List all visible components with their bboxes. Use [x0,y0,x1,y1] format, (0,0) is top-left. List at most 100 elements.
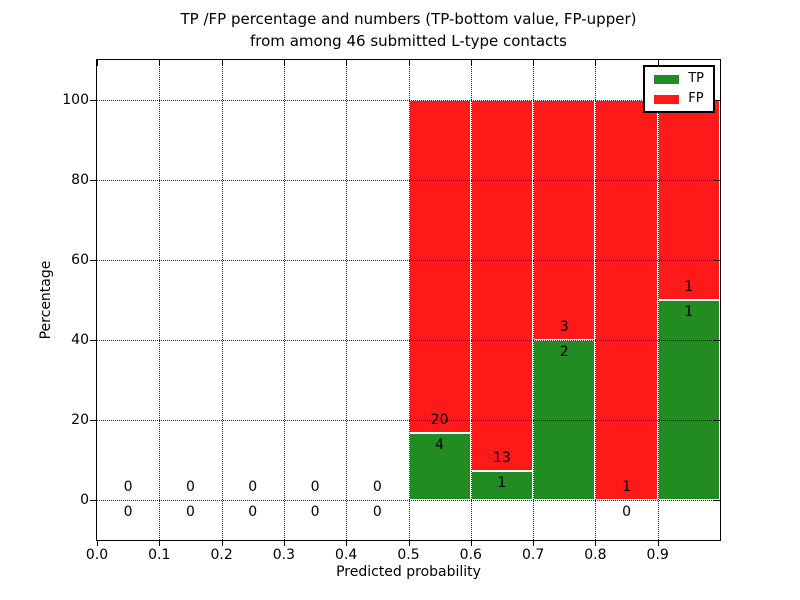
y-tick-mark-right [713,180,720,181]
bar-segment-fp [470,100,534,472]
x-tick-label: 0.6 [459,547,482,563]
y-axis-label: Percentage [38,260,54,340]
tp-legend-label: TP [688,71,704,86]
x-tick-label: 0.1 [148,547,171,563]
x-tick-mark-bottom [97,540,98,546]
grid-line-vertical [283,60,285,540]
x-tick-label: 0.0 [85,547,109,563]
fp-legend-swatch [654,94,680,104]
x-tick-mark-bottom [408,540,410,546]
fp-count-label: 0 [123,479,133,495]
legend-item-fp: FP [654,92,704,106]
fp-count-label: 13 [493,450,511,467]
y-tick-mark-left [90,260,97,261]
x-tick-mark-top [408,60,410,66]
grid-line-horizontal [97,180,720,181]
x-tick-label: 0.4 [335,547,358,563]
grid-line-horizontal [97,340,720,341]
fp-count-label: 0 [185,479,195,495]
x-tick-mark-bottom [283,540,285,546]
grid-line-horizontal [97,100,720,101]
x-tick-mark-top [159,60,161,66]
grid-line-vertical [346,60,348,540]
y-tick-mark-left [90,340,97,341]
y-tick-mark-right [713,500,720,501]
y-tick-label: 100 [62,92,89,108]
x-tick-mark-bottom [470,540,472,546]
plot-area: 0 0 0 0 0 0 0 0 0 0 20 4 13 1 3 2 1 0 1 1 0.0 0.1 0.2 0.3 0.4 0.… [62,59,721,563]
grid-line-vertical [221,60,223,540]
chart-title-line1: TP /FP percentage and numbers (TP-bottom… [180,10,637,28]
x-tick-mark-top [283,60,285,66]
y-tick-label: 60 [71,252,89,268]
x-tick-mark-top [595,60,597,66]
fp-count-label: 0 [310,479,320,495]
legend: TP FP [643,65,715,113]
x-tick-mark-top [533,60,535,66]
grid-line-horizontal [97,260,720,261]
tp-count-label: 0 [123,504,133,520]
tp-count-label: 0 [248,504,258,520]
fp-count-label: 1 [684,279,694,295]
fp-count-label: 0 [248,479,258,495]
x-axis-label: Predicted probability [336,564,481,580]
tp-count-label: 0 [310,504,320,520]
x-tick-label: 0.9 [646,547,669,563]
fp-count-label: 20 [430,412,449,429]
x-tick-mark-top [346,60,348,66]
bar-segment-tp [408,433,471,500]
bar-segment-tp [657,300,720,500]
x-tick-label: 0.5 [397,547,420,563]
y-tick-mark-right [713,260,720,261]
y-tick-label: 80 [71,172,89,188]
legend-item-tp: TP [654,72,704,86]
grid-line-vertical [470,60,472,540]
x-tick-mark-top [470,60,472,66]
grid-line-vertical [159,60,161,540]
y-tick-mark-right [713,340,720,341]
grid-line-vertical [533,60,535,540]
bar-segment-fp [657,100,720,300]
x-tick-mark-top [221,60,223,66]
y-tick-mark-left [90,500,97,501]
x-tick-label: 0.3 [272,547,296,563]
bar-segment-fp [595,100,658,500]
tp-count-label: 2 [559,344,569,360]
fp-count-label: 1 [622,479,632,495]
grid-line-vertical [595,60,597,540]
tp-count-label: 1 [497,475,507,492]
tp-count-label: 0 [372,504,382,520]
fp-legend-label: FP [688,91,704,106]
tp-count-label: 4 [435,437,445,454]
y-tick-label: 20 [71,412,89,428]
x-tick-mark-bottom [346,540,348,546]
y-tick-mark-left [90,420,97,421]
fp-count-label: 0 [372,479,382,495]
x-tick-mark-top [97,60,98,66]
y-tick-mark-right [713,100,720,101]
bar-segment-fp [533,100,596,340]
x-tick-mark-top [657,60,659,66]
x-tick-mark-bottom [657,540,659,546]
x-tick-mark-bottom [595,540,597,546]
tp-count-label: 0 [185,504,195,520]
chart-title: TP /FP percentage and numbers (TP-bottom… [97,8,720,52]
y-tick-label: 0 [80,492,89,508]
x-tick-mark-bottom [533,540,535,546]
tp-legend-swatch [654,74,680,84]
tp-count-label: 1 [684,304,694,320]
x-tick-label: 0.2 [210,547,233,563]
x-tick-label: 0.7 [521,547,545,563]
tp-count-label: 0 [622,504,632,520]
x-tick-label: 0.8 [584,547,607,563]
fp-count-label: 3 [559,319,569,335]
grid-line-vertical [408,60,410,540]
y-tick-mark-left [90,180,97,181]
grid-line-vertical [657,60,659,540]
y-tick-mark-left [90,100,97,101]
x-tick-mark-bottom [221,540,223,546]
y-tick-mark-right [713,420,720,421]
bar-segment-fp [408,100,471,434]
x-tick-mark-bottom [159,540,161,546]
grid-line-horizontal [97,500,720,501]
